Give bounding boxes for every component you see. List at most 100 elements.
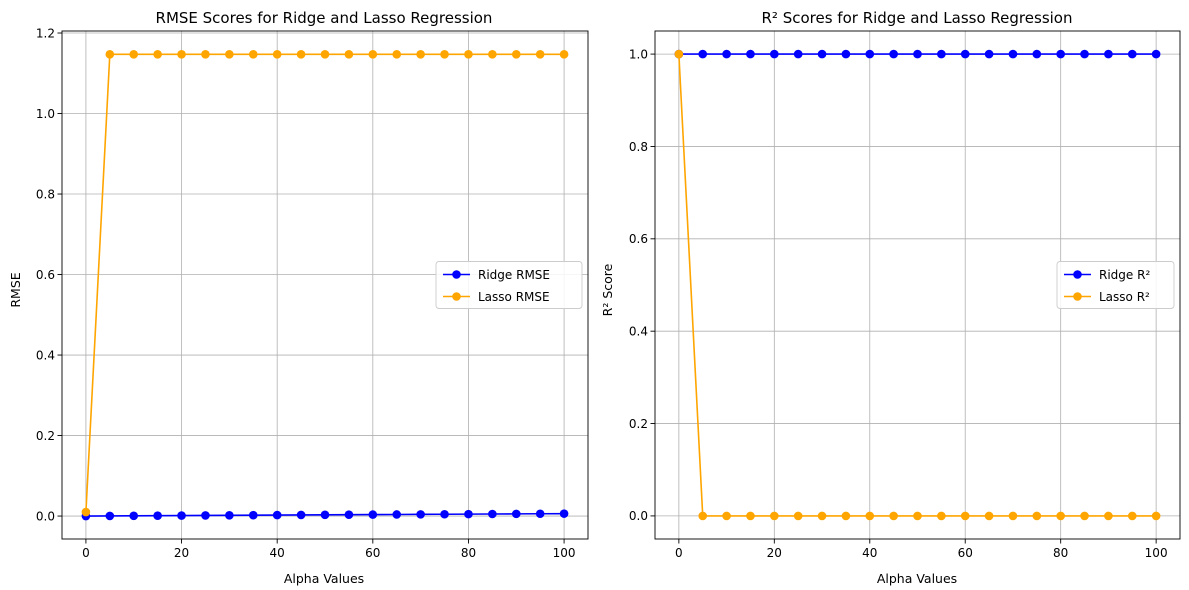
data-point [1032, 511, 1042, 521]
y-axis-label: RMSE [8, 272, 23, 307]
x-tick-label: 20 [174, 546, 189, 560]
x-tick-label: 80 [1053, 546, 1068, 560]
y-tick-label: 0.4 [629, 324, 648, 338]
data-point [416, 50, 425, 59]
data-point [770, 511, 779, 521]
legend-item: Lasso R² [1064, 290, 1150, 304]
data-point [817, 511, 827, 521]
data-point [511, 50, 521, 59]
data-point [105, 50, 115, 59]
data-point [1080, 49, 1089, 59]
series [81, 509, 569, 521]
data-point [272, 510, 282, 520]
legend-box [435, 261, 583, 309]
y-tick-label: 1.0 [36, 107, 55, 121]
data-point [201, 511, 210, 520]
x-tick-label: 40 [862, 546, 877, 560]
y-tick-label: 0.8 [629, 140, 648, 154]
data-point [1008, 511, 1018, 521]
x-tick-label: 100 [553, 546, 576, 560]
data-point [722, 511, 731, 521]
series [674, 49, 1161, 521]
y-axis-label: R² Score [600, 263, 615, 316]
data-point [559, 509, 569, 518]
data-point [272, 50, 282, 59]
chart-title: RMSE Scores for Ridge and Lasso Regressi… [156, 9, 493, 27]
data-point [698, 511, 708, 521]
data-point [793, 511, 803, 521]
data-point [392, 50, 402, 59]
x-tick-label: 80 [461, 546, 476, 560]
legend-label: Lasso R² [1099, 290, 1150, 304]
legend: Ridge R² Lasso R² [1056, 261, 1175, 309]
x-axis-label: Alpha Values [877, 571, 957, 586]
data-point [937, 49, 946, 59]
data-point [960, 511, 970, 521]
legend: Ridge RMSE Lasso RMSE [435, 261, 583, 309]
data-point [440, 50, 449, 59]
data-point [153, 50, 162, 59]
data-point [1127, 49, 1137, 59]
data-point [464, 50, 473, 59]
legend-marker [452, 270, 461, 279]
y-tick-label: 1.2 [36, 26, 55, 40]
y-tick-label: 0.6 [629, 232, 648, 246]
data-point [746, 49, 755, 59]
data-point [841, 49, 851, 59]
legend-item: Ridge R² [1064, 268, 1150, 282]
x-tick-label: 20 [767, 546, 782, 560]
data-point [177, 50, 186, 59]
y-tick-label: 0.0 [36, 509, 55, 523]
data-point [984, 49, 994, 59]
x-tick-label: 60 [958, 546, 973, 560]
y-tick-label: 0.2 [36, 429, 55, 443]
legend-label: Ridge RMSE [478, 268, 550, 282]
data-point [201, 50, 210, 59]
data-point [320, 510, 330, 520]
data-point [1032, 49, 1042, 59]
y-tick-label: 0.8 [36, 187, 55, 201]
data-point [793, 49, 803, 59]
y-tick-label: 0.0 [629, 509, 648, 523]
data-point [1080, 511, 1089, 521]
axes-frame [654, 30, 1181, 540]
legend-label: Ridge R² [1099, 268, 1150, 282]
data-point [1056, 511, 1065, 521]
data-point [320, 50, 330, 59]
x-tick-label: 40 [270, 546, 285, 560]
rmse-chart: RMSE Scores for Ridge and Lasso Regressi… [8, 9, 589, 586]
data-point [368, 510, 378, 519]
data-point [225, 511, 234, 520]
data-point [722, 49, 731, 59]
data-point [248, 50, 258, 59]
y-tick-label: 0.2 [629, 417, 648, 431]
data-point [889, 49, 898, 59]
y-tick-label: 1.0 [629, 47, 648, 61]
data-point [984, 511, 994, 521]
data-point [889, 511, 898, 521]
data-point [344, 50, 354, 59]
data-point [488, 50, 497, 59]
data-point [1104, 511, 1113, 521]
data-point [817, 49, 827, 59]
y-tick-label: 0.4 [36, 348, 55, 362]
data-point [177, 511, 186, 520]
data-point [937, 511, 946, 521]
data-point [674, 49, 684, 59]
chart-title: R² Scores for Ridge and Lasso Regression [762, 9, 1073, 27]
data-point [1151, 511, 1161, 521]
data-point [1151, 49, 1161, 59]
legend-item: Lasso RMSE [443, 290, 550, 304]
data-point [153, 511, 162, 520]
data-point [865, 511, 875, 521]
data-point [1104, 49, 1113, 59]
data-point [913, 49, 922, 59]
x-tick-label: 0 [675, 546, 683, 560]
legend-marker [1073, 270, 1082, 279]
data-point [841, 511, 851, 521]
r2-chart: R² Scores for Ridge and Lasso Regression… [600, 9, 1181, 586]
x-tick-label: 100 [1145, 546, 1168, 560]
legend-marker [1073, 292, 1082, 301]
legend-label: Lasso RMSE [478, 290, 550, 304]
